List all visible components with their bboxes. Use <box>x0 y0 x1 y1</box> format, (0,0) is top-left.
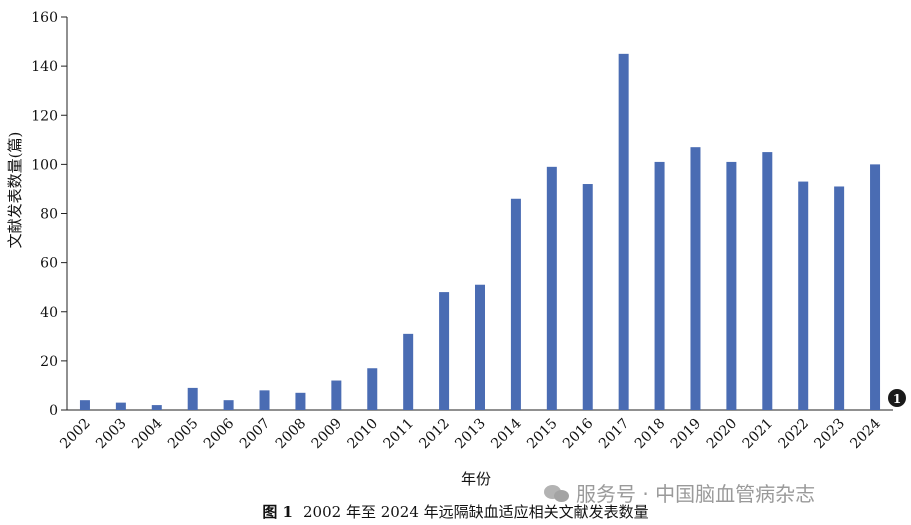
x-tick-label: 2011 <box>380 416 417 453</box>
x-axis: 2002 2003 2004 2005 2006 2007 2008 2009 2010 2011… <box>57 409 893 453</box>
x-tick-label: 2009 <box>309 416 346 453</box>
end-marker: 1 <box>888 389 906 407</box>
x-tick-label: 2014 <box>488 415 525 452</box>
bar <box>331 380 342 410</box>
marker-circle <box>888 389 906 407</box>
x-tick-label: 2024 <box>847 415 884 452</box>
bar <box>439 292 450 410</box>
x-tick-label: 2010 <box>345 416 382 453</box>
bar <box>870 164 881 410</box>
x-tick-label: 2003 <box>93 416 130 453</box>
y-tick-label: 160 <box>31 10 58 26</box>
y-axis: 0 20 40 60 80 100 120 140 160 <box>31 10 68 419</box>
x-tick-label: 2004 <box>129 415 166 452</box>
x-tick-label: 2022 <box>776 416 813 453</box>
bar <box>115 402 126 410</box>
x-tick-label: 2013 <box>452 416 489 453</box>
x-tick-label: 2018 <box>632 416 669 453</box>
x-tick-label: 2002 <box>57 416 94 453</box>
watermark: 服务号 · 中国脑血管病杂志 <box>544 478 815 507</box>
y-tick-label: 20 <box>40 354 58 370</box>
x-tick-label: 2006 <box>201 415 238 452</box>
y-tick-label: 80 <box>40 207 58 223</box>
y-tick-label: 140 <box>31 59 58 75</box>
bar <box>259 390 270 410</box>
x-tick-label: 2005 <box>165 416 202 453</box>
y-tick-label: 40 <box>40 305 58 321</box>
bar <box>834 186 845 410</box>
x-tick-label: 2007 <box>237 416 274 453</box>
bar <box>187 387 198 410</box>
x-tick-label: 2015 <box>524 416 561 453</box>
bar <box>295 392 306 410</box>
y-tick-label: 0 <box>49 403 58 419</box>
x-tick-label: 2008 <box>273 416 310 453</box>
bar <box>690 147 701 410</box>
bar <box>546 166 557 410</box>
bar <box>79 400 90 410</box>
bar <box>726 161 737 410</box>
y-axis-label: 文献发表数量(篇) <box>6 132 24 249</box>
x-tick-label: 2019 <box>668 416 705 453</box>
bar <box>762 152 773 410</box>
x-axis-label: 年份 <box>461 470 491 488</box>
wechat-icon <box>544 483 570 503</box>
x-tick-label: 2017 <box>596 416 633 453</box>
x-tick-label: 2016 <box>560 415 597 452</box>
x-tick-label: 2012 <box>416 416 453 453</box>
y-tick-label: 100 <box>31 157 58 173</box>
figure-number: 图 1 <box>262 503 293 521</box>
bar <box>654 161 665 410</box>
bar <box>798 181 809 410</box>
x-tick-label: 2023 <box>811 416 848 453</box>
bar <box>475 284 485 410</box>
bar <box>367 368 378 410</box>
x-tick-label: 2020 <box>704 416 741 453</box>
bar <box>151 405 162 410</box>
bar <box>223 400 234 410</box>
marker-label: 1 <box>893 392 901 406</box>
y-tick-label: 60 <box>40 256 58 272</box>
bar <box>618 53 629 410</box>
bar-series <box>79 53 881 410</box>
x-tick-label: 2021 <box>740 416 777 453</box>
watermark-text: 服务号 · 中国脑血管病杂志 <box>576 482 816 506</box>
bar <box>582 184 593 410</box>
bar <box>403 333 414 410</box>
bar <box>510 198 521 410</box>
y-tick-label: 120 <box>31 108 58 124</box>
figure-caption: 图 1 2002 年至 2024 年远隔缺血适应相关文献发表数量 <box>0 501 911 522</box>
figure-caption-text: 2002 年至 2024 年远隔缺血适应相关文献发表数量 <box>303 503 649 521</box>
